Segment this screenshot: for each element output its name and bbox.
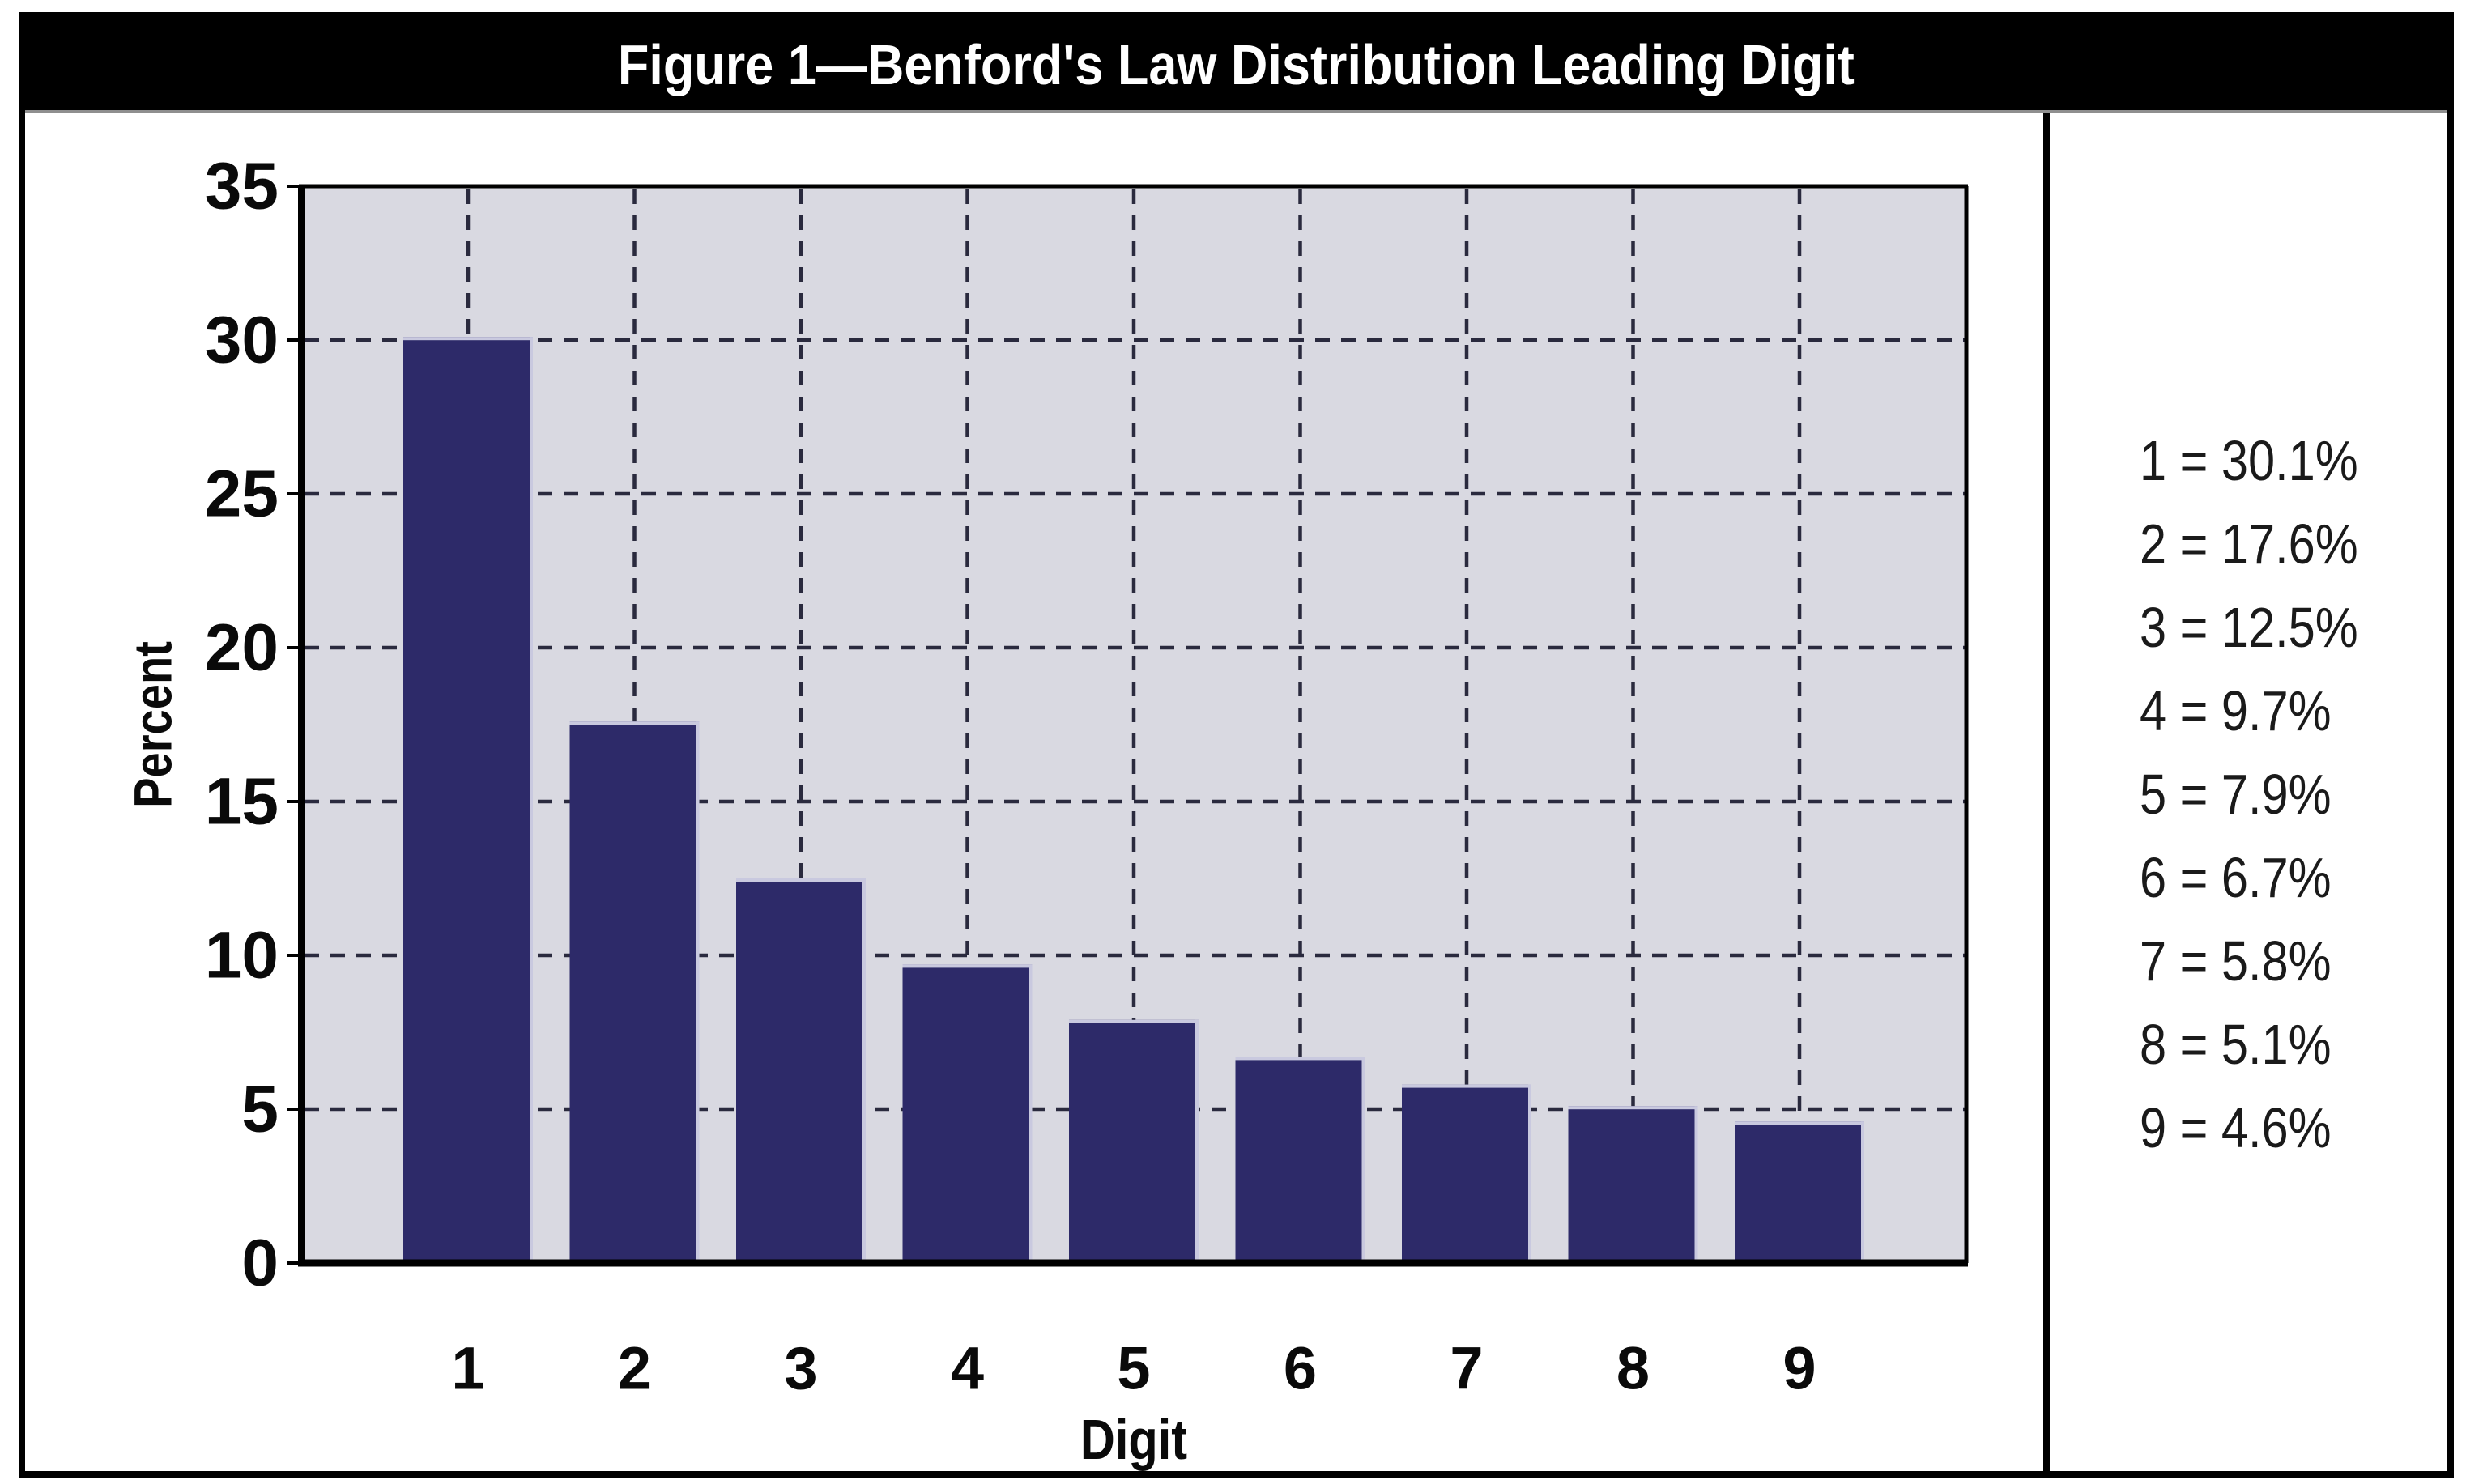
x-axis-tick-label-3: 3 [784,1335,817,1402]
bar-right-highlight-3 [862,878,866,1263]
bar-chart: 0 5 10 15 20 25 30 35 1 2 3 4 5 6 7 8 9 Percent Digit [123,150,1969,1471]
bar-right-highlight-2 [696,721,700,1263]
bar-top-highlight-6 [1235,1057,1365,1061]
y-axis-tick-label-30: 30 [205,304,279,377]
x-axis-tick-label-6: 6 [1284,1335,1317,1402]
legend-item-3: 3 = 12.5% [2140,596,2358,659]
y-axis-tick-label-5: 5 [241,1073,279,1146]
y-axis-tick-label-0: 0 [241,1227,279,1300]
bar-top-highlight-7 [1402,1084,1531,1088]
bar-top-highlight-9 [1735,1121,1864,1125]
bar-top-highlight-8 [1568,1106,1698,1110]
legend-item-8: 8 = 5.1% [2140,1013,2332,1076]
bar-top-highlight-3 [736,878,866,882]
bar-digit-2 [569,721,700,1263]
bar-top-highlight-1 [403,337,533,341]
y-axis-tick-label-15: 15 [205,765,279,839]
legend-item-2: 2 = 17.6% [2140,512,2358,576]
bar-digit-3 [736,878,866,1263]
bar-right-highlight-8 [1694,1106,1698,1263]
y-axis-tick-label-25: 25 [205,457,279,531]
bar-digit-7 [1402,1084,1531,1263]
legend-item-9: 9 = 4.6% [2140,1096,2332,1159]
figure-content: 0 5 10 15 20 25 30 35 1 2 3 4 5 6 7 8 9 Percent Digit 1 = … [25,113,2447,1471]
legend-item-6: 6 = 6.7% [2140,846,2332,909]
bar-digit-6 [1235,1057,1365,1263]
x-axis-tick-label-9: 9 [1782,1335,1816,1402]
bar-digit-8 [1568,1106,1698,1263]
bar-right-highlight-7 [1528,1084,1531,1263]
x-axis-tick-label-2: 2 [618,1335,651,1402]
bar-right-highlight-1 [530,337,533,1264]
figure-title-bar: Figure 1—Benford's Law Distribution Lead… [25,19,2447,113]
legend-item-5: 5 = 7.9% [2140,763,2332,826]
bar-top-highlight-2 [569,721,700,725]
bar-digit-1 [403,337,533,1264]
y-axis-tick-label-10: 10 [205,919,279,993]
y-axis-tick-label-20: 20 [205,611,279,685]
y-axis-tick-label-35: 35 [205,150,279,223]
bar-right-highlight-9 [1861,1121,1864,1263]
legend-item-4: 4 = 9.7% [2140,679,2332,742]
x-axis-title: Digit [1080,1408,1187,1471]
chart-panel: 0 5 10 15 20 25 30 35 1 2 3 4 5 6 7 8 9 Percent Digit [25,113,2043,1471]
bar-digit-4 [902,964,1033,1263]
bar-top-highlight-4 [902,964,1033,968]
bar-right-highlight-5 [1195,1019,1199,1263]
x-axis-tick-label-5: 5 [1117,1335,1150,1402]
figure-title: Figure 1—Benford's Law Distribution Lead… [617,32,1855,96]
bar-digit-5 [1069,1019,1199,1263]
bar-digit-9 [1735,1121,1864,1263]
y-axis-title: Percent [123,641,182,808]
x-axis-tick-label-7: 7 [1450,1335,1483,1402]
bar-right-highlight-4 [1029,964,1033,1263]
x-axis-tick-label-8: 8 [1616,1335,1650,1402]
legend-item-7: 7 = 5.8% [2140,929,2332,993]
panel-divider [2043,113,2050,1471]
x-axis-tick-label-1: 1 [451,1335,484,1402]
bar-top-highlight-5 [1069,1019,1199,1023]
legend-rows: 1 = 30.1% 2 = 17.6% 3 = 12.5% 4 = 9.7% 5 = 7… [2140,419,2396,1170]
legend-item-1: 1 = 30.1% [2140,429,2358,492]
x-axis-tick-label-4: 4 [951,1335,984,1402]
legend-panel: 1 = 30.1% 2 = 17.6% 3 = 12.5% 4 = 9.7% 5 = 7… [2050,113,2447,1471]
bar-right-highlight-6 [1361,1057,1365,1263]
figure-frame: Figure 1—Benford's Law Distribution Lead… [19,12,2454,1478]
